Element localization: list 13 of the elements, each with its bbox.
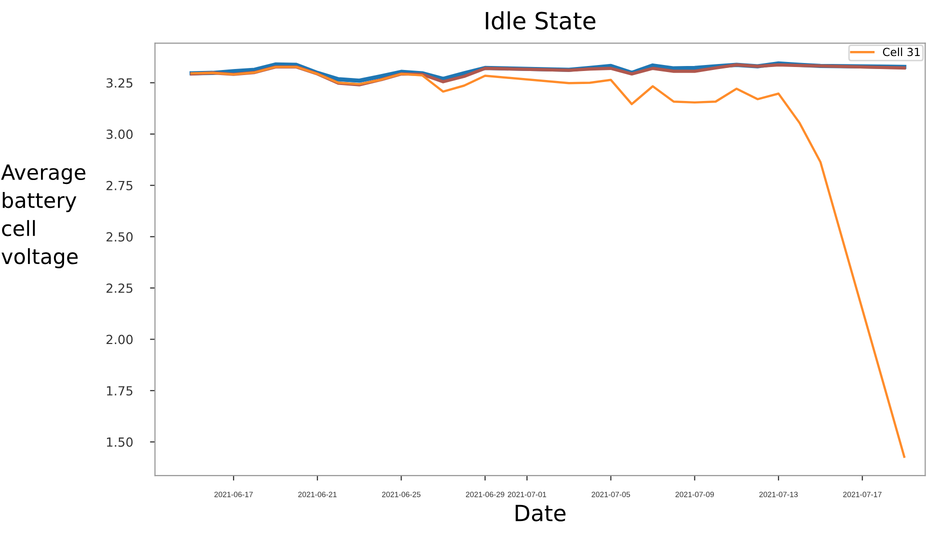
y-tick-label: 2.00	[106, 334, 133, 344]
legend-label: Cell 31	[882, 48, 920, 56]
y-tick-label: 1.50	[106, 437, 133, 447]
y-axis-title: Average battery cell voltage	[1, 164, 86, 268]
y-tick-label: 1.75	[106, 386, 132, 396]
y-tick-label: 2.25	[106, 283, 132, 293]
y-tick-label: 2.50	[106, 232, 133, 242]
y-tick-label: 3.00	[106, 130, 133, 139]
x-axis-title: Date	[516, 504, 566, 522]
y-tick-label: 3.25	[106, 78, 132, 88]
chart-title: Idle State	[486, 11, 596, 30]
y-tick-label: 2.75	[106, 180, 132, 190]
line-series	[190, 66, 906, 458]
